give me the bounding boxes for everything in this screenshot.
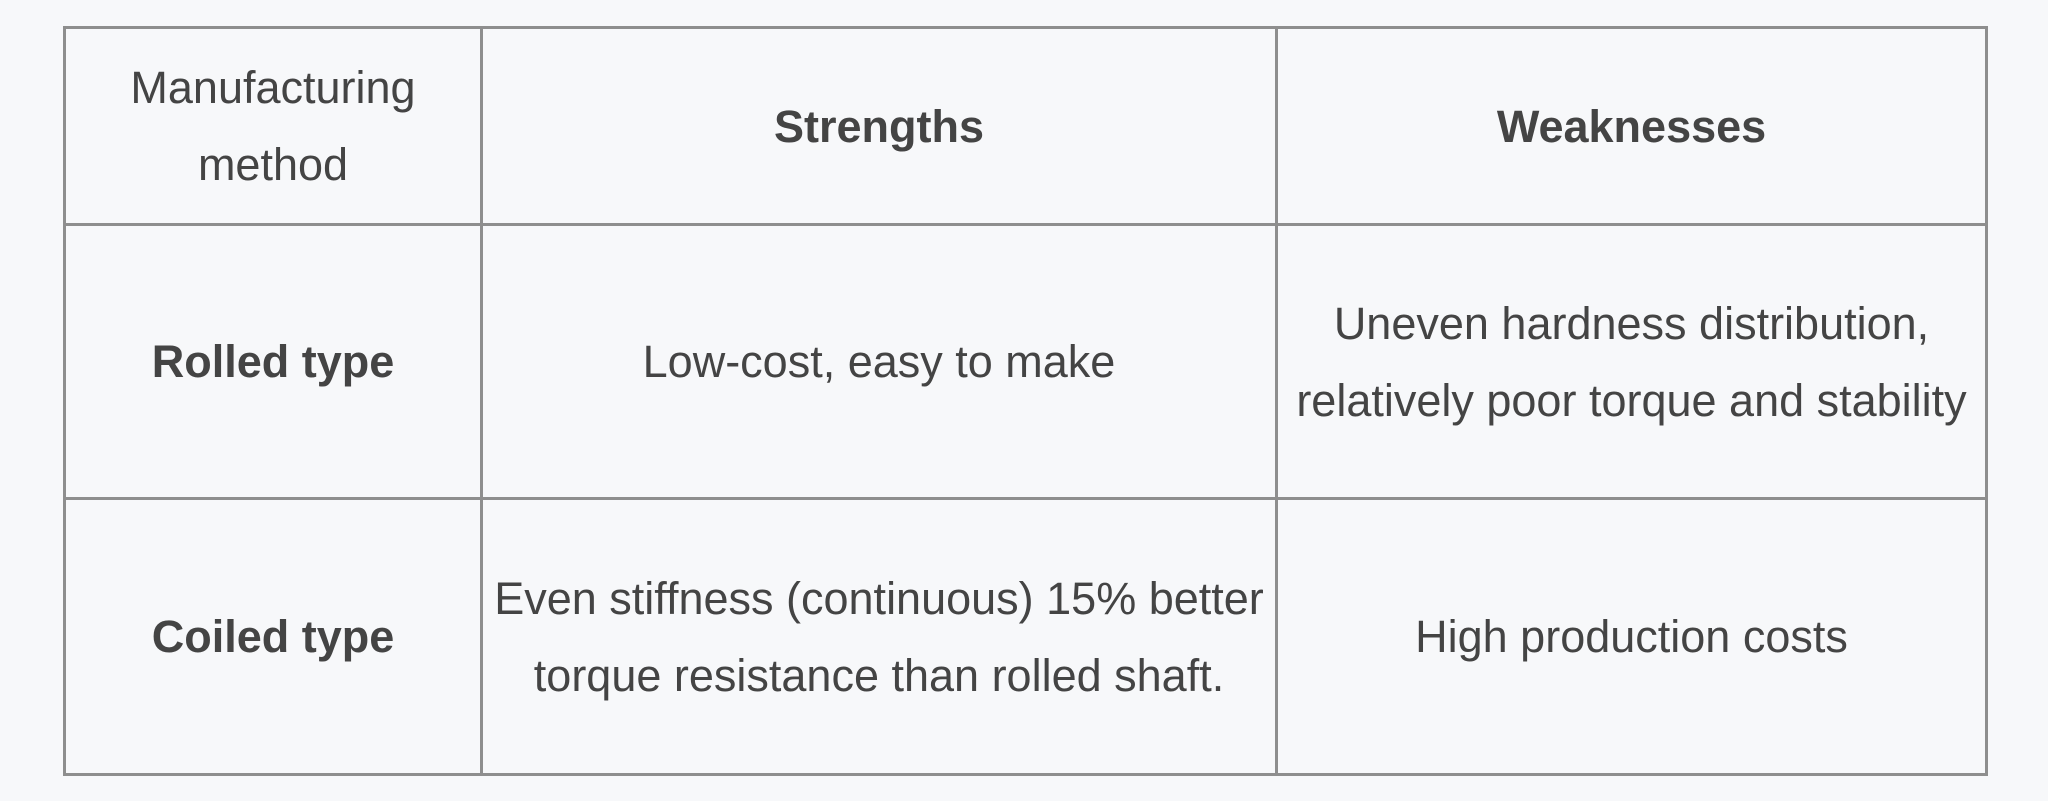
row-method-rolled-type: Rolled type xyxy=(63,223,483,500)
table-header-row: Manufacturing method Strengths Weaknesse… xyxy=(63,26,1988,226)
row-method-coiled-type: Coiled type xyxy=(63,497,483,776)
row-weaknesses-cell: Uneven hardness distribution, relatively… xyxy=(1275,223,1988,500)
header-strengths: Strengths xyxy=(480,26,1278,226)
table-row: Rolled type Low-cost, easy to make Uneve… xyxy=(63,223,1988,500)
row-strengths-cell: Low-cost, easy to make xyxy=(480,223,1278,500)
row-strengths-cell: Even stiffness (continuous) 15% better t… xyxy=(480,497,1278,776)
header-weaknesses: Weaknesses xyxy=(1275,26,1988,226)
table-row: Coiled type Even stiffness (continuous) … xyxy=(63,497,1988,776)
header-manufacturing-method: Manufacturing method xyxy=(63,26,483,226)
manufacturing-comparison-table: Manufacturing method Strengths Weaknesse… xyxy=(63,26,1988,776)
comparison-table-container: Manufacturing method Strengths Weaknesse… xyxy=(63,26,1988,776)
row-weaknesses-cell: High production costs xyxy=(1275,497,1988,776)
